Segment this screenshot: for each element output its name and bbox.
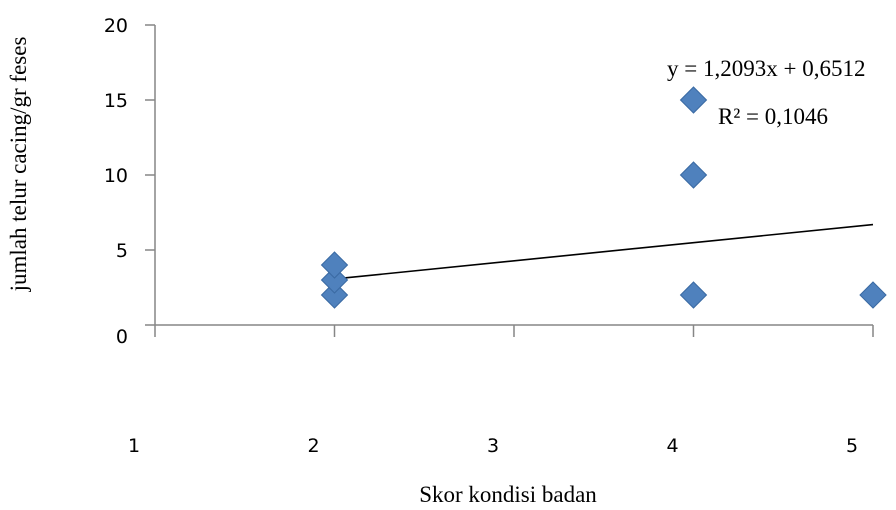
x-ticks: 1 2 3 4 5: [128, 325, 874, 457]
trendline-group: [334, 223, 874, 280]
x-tick-label: 4: [666, 435, 678, 457]
trendline: [334, 223, 874, 280]
y-tick-label: 10: [104, 165, 128, 187]
y-tick-label: 15: [104, 90, 128, 112]
data-point: [320, 281, 349, 309]
data-point: [320, 266, 349, 294]
y-tick-label: 20: [104, 15, 128, 37]
x-tick-label: 2: [307, 435, 319, 457]
x-tick-label: 1: [128, 435, 140, 457]
data-point: [320, 251, 349, 279]
data-point: [679, 86, 708, 114]
trendline-r-squared: R² = 0,1046: [718, 104, 828, 129]
data-points: [320, 86, 887, 309]
x-axis-title: Skor kondisi badan: [419, 482, 597, 507]
y-tick-label: 0: [116, 326, 128, 348]
y-tick-label: 5: [116, 240, 128, 262]
x-tick-label: 5: [846, 435, 858, 457]
x-tick-label: 3: [487, 435, 499, 457]
data-point: [679, 281, 708, 309]
trendline-equation: y = 1,2093x + 0,6512: [667, 56, 865, 81]
y-ticks: 0 5 10 15 20: [104, 15, 155, 348]
data-point: [679, 161, 708, 189]
y-axis-title: jumlah telur cacing/gr feses: [6, 37, 31, 293]
data-point: [859, 281, 887, 309]
